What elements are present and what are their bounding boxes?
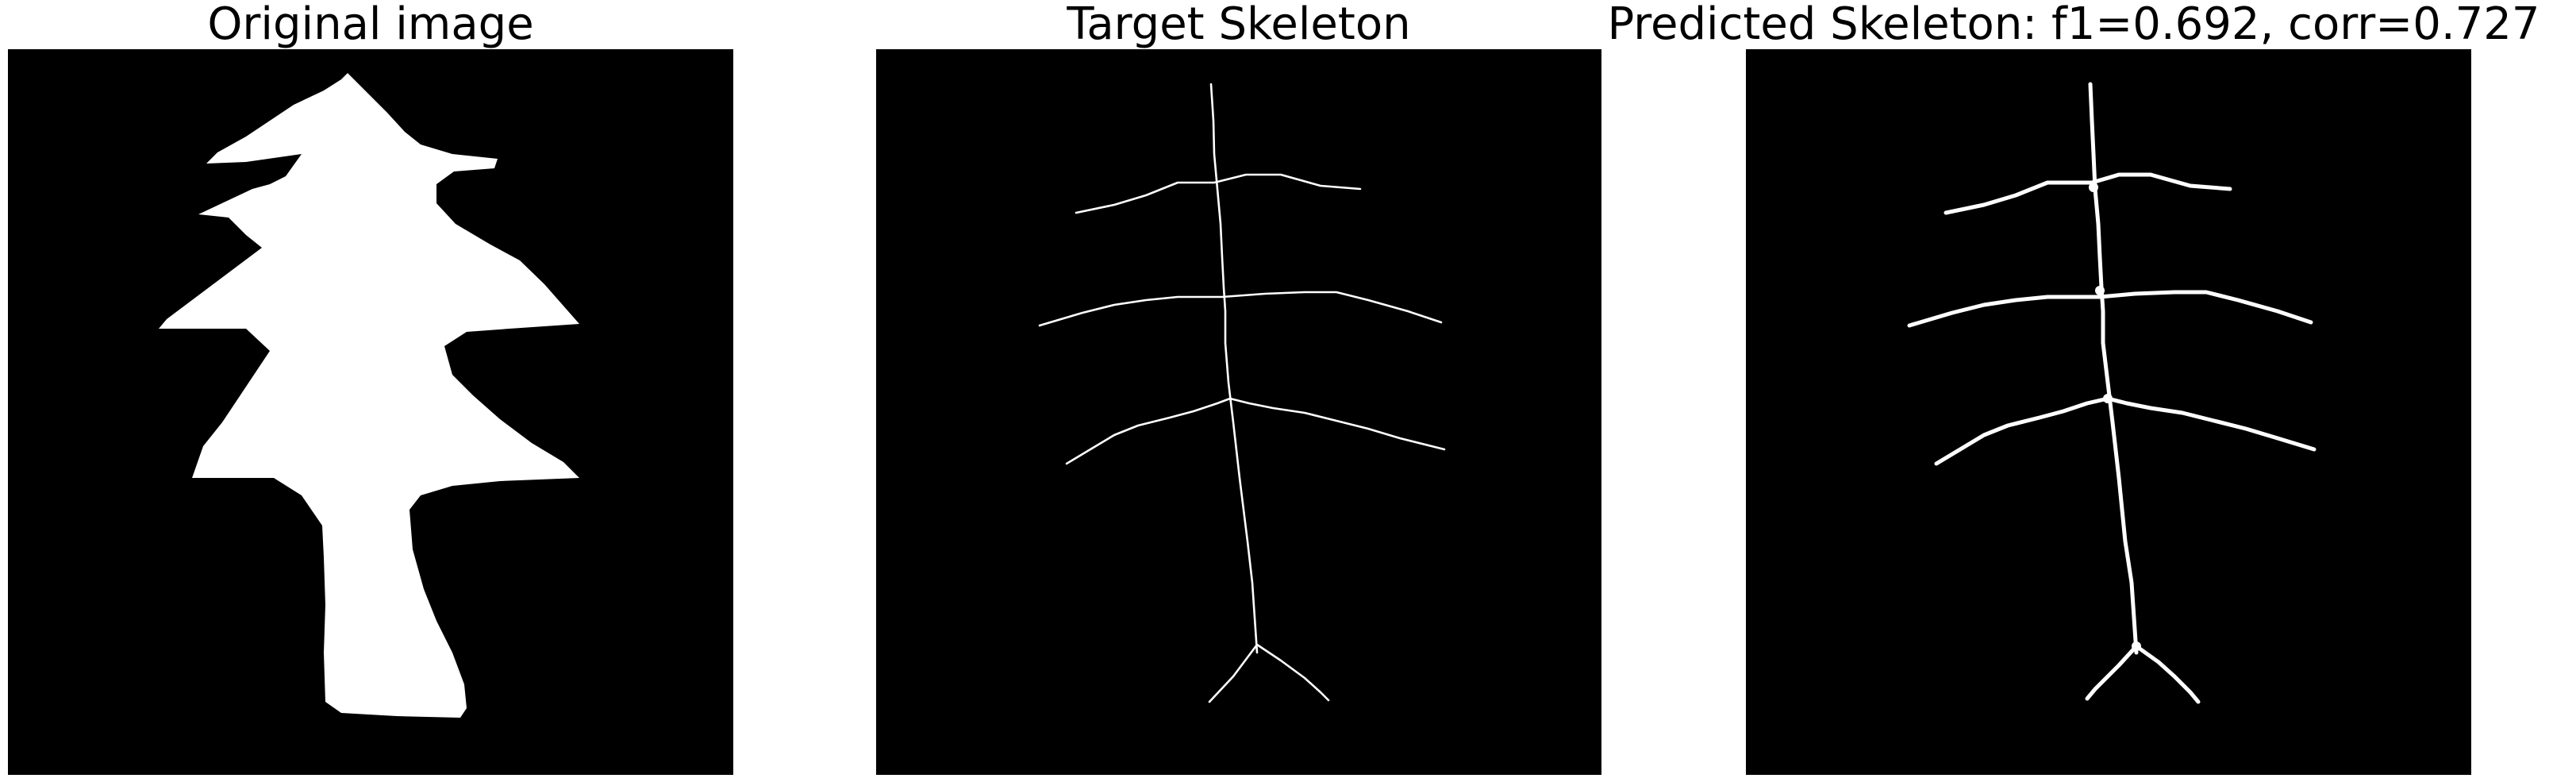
original-image-panel xyxy=(8,49,733,775)
original-image-title: Original image xyxy=(207,0,534,50)
predicted-skeleton-lines xyxy=(1907,82,2316,704)
target-skeleton-lines xyxy=(1038,83,1446,703)
predicted-skeleton-title: Predicted Skeleton: f1=0.692, corr=0.727 xyxy=(1607,0,2540,50)
tree-silhouette xyxy=(159,73,579,718)
target-skeleton-title: Target Skeleton xyxy=(1067,0,1411,50)
target-skeleton-panel xyxy=(876,49,1601,775)
predicted-skeleton-panel xyxy=(1746,49,2471,775)
